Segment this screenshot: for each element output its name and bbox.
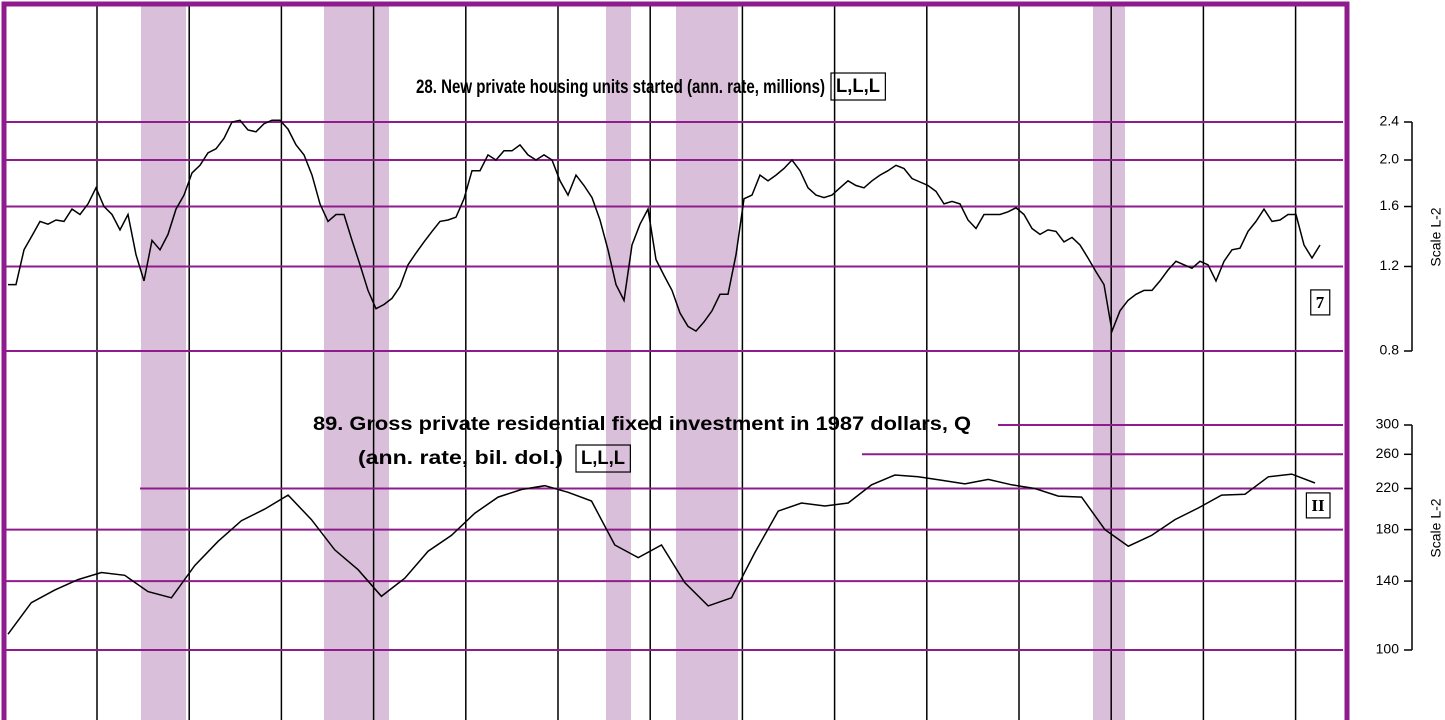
y-tick-label: 1.6 — [1380, 197, 1400, 213]
recession-band — [606, 6, 631, 720]
annotation-box — [1305, 492, 1331, 519]
annotation-box — [830, 72, 886, 101]
y-tick-label: 1.2 — [1380, 257, 1400, 273]
y-tick-label: 300 — [1376, 416, 1400, 432]
annotation: II — [1311, 496, 1325, 515]
year-lines — [96, 6, 1297, 720]
plot: 28. New private housing units started (a… — [7, 72, 1331, 635]
y-tick-label: 220 — [1376, 479, 1400, 495]
series-line — [8, 119, 1321, 334]
recession-band — [324, 6, 389, 720]
chart-title: 28. New private housing units started (a… — [416, 77, 825, 98]
y-tick-label: 180 — [1376, 520, 1400, 536]
annotation-box — [1310, 289, 1331, 316]
annotation-box — [575, 444, 631, 473]
annotation: L,L,L — [836, 76, 880, 97]
y-tick-label: 100 — [1376, 641, 1400, 657]
recession-band — [141, 6, 186, 720]
chart-subtitle: (ann. rate, bil. dol.) — [358, 448, 563, 469]
recession-band — [676, 6, 738, 720]
y-axis-label: Scale L-2 — [1428, 498, 1444, 557]
y-tick-label: 2.0 — [1380, 151, 1400, 167]
annotation: 7 — [1316, 293, 1325, 312]
frame — [1, 1, 1350, 720]
recession-shading — [141, 6, 1125, 720]
recession-band — [1093, 6, 1125, 720]
grid — [5, 121, 1343, 651]
annotation: L,L,L — [581, 448, 625, 469]
series-line — [7, 473, 1316, 635]
y-tick-label: 0.8 — [1380, 342, 1400, 358]
y-tick-label: 2.4 — [1380, 113, 1400, 129]
y-tick-label: 260 — [1376, 445, 1400, 461]
chart-title: 89. Gross private residential fixed inve… — [313, 414, 971, 435]
y-tick-label: 140 — [1376, 572, 1400, 588]
y-axis-label: Scale L-2 — [1428, 207, 1444, 266]
